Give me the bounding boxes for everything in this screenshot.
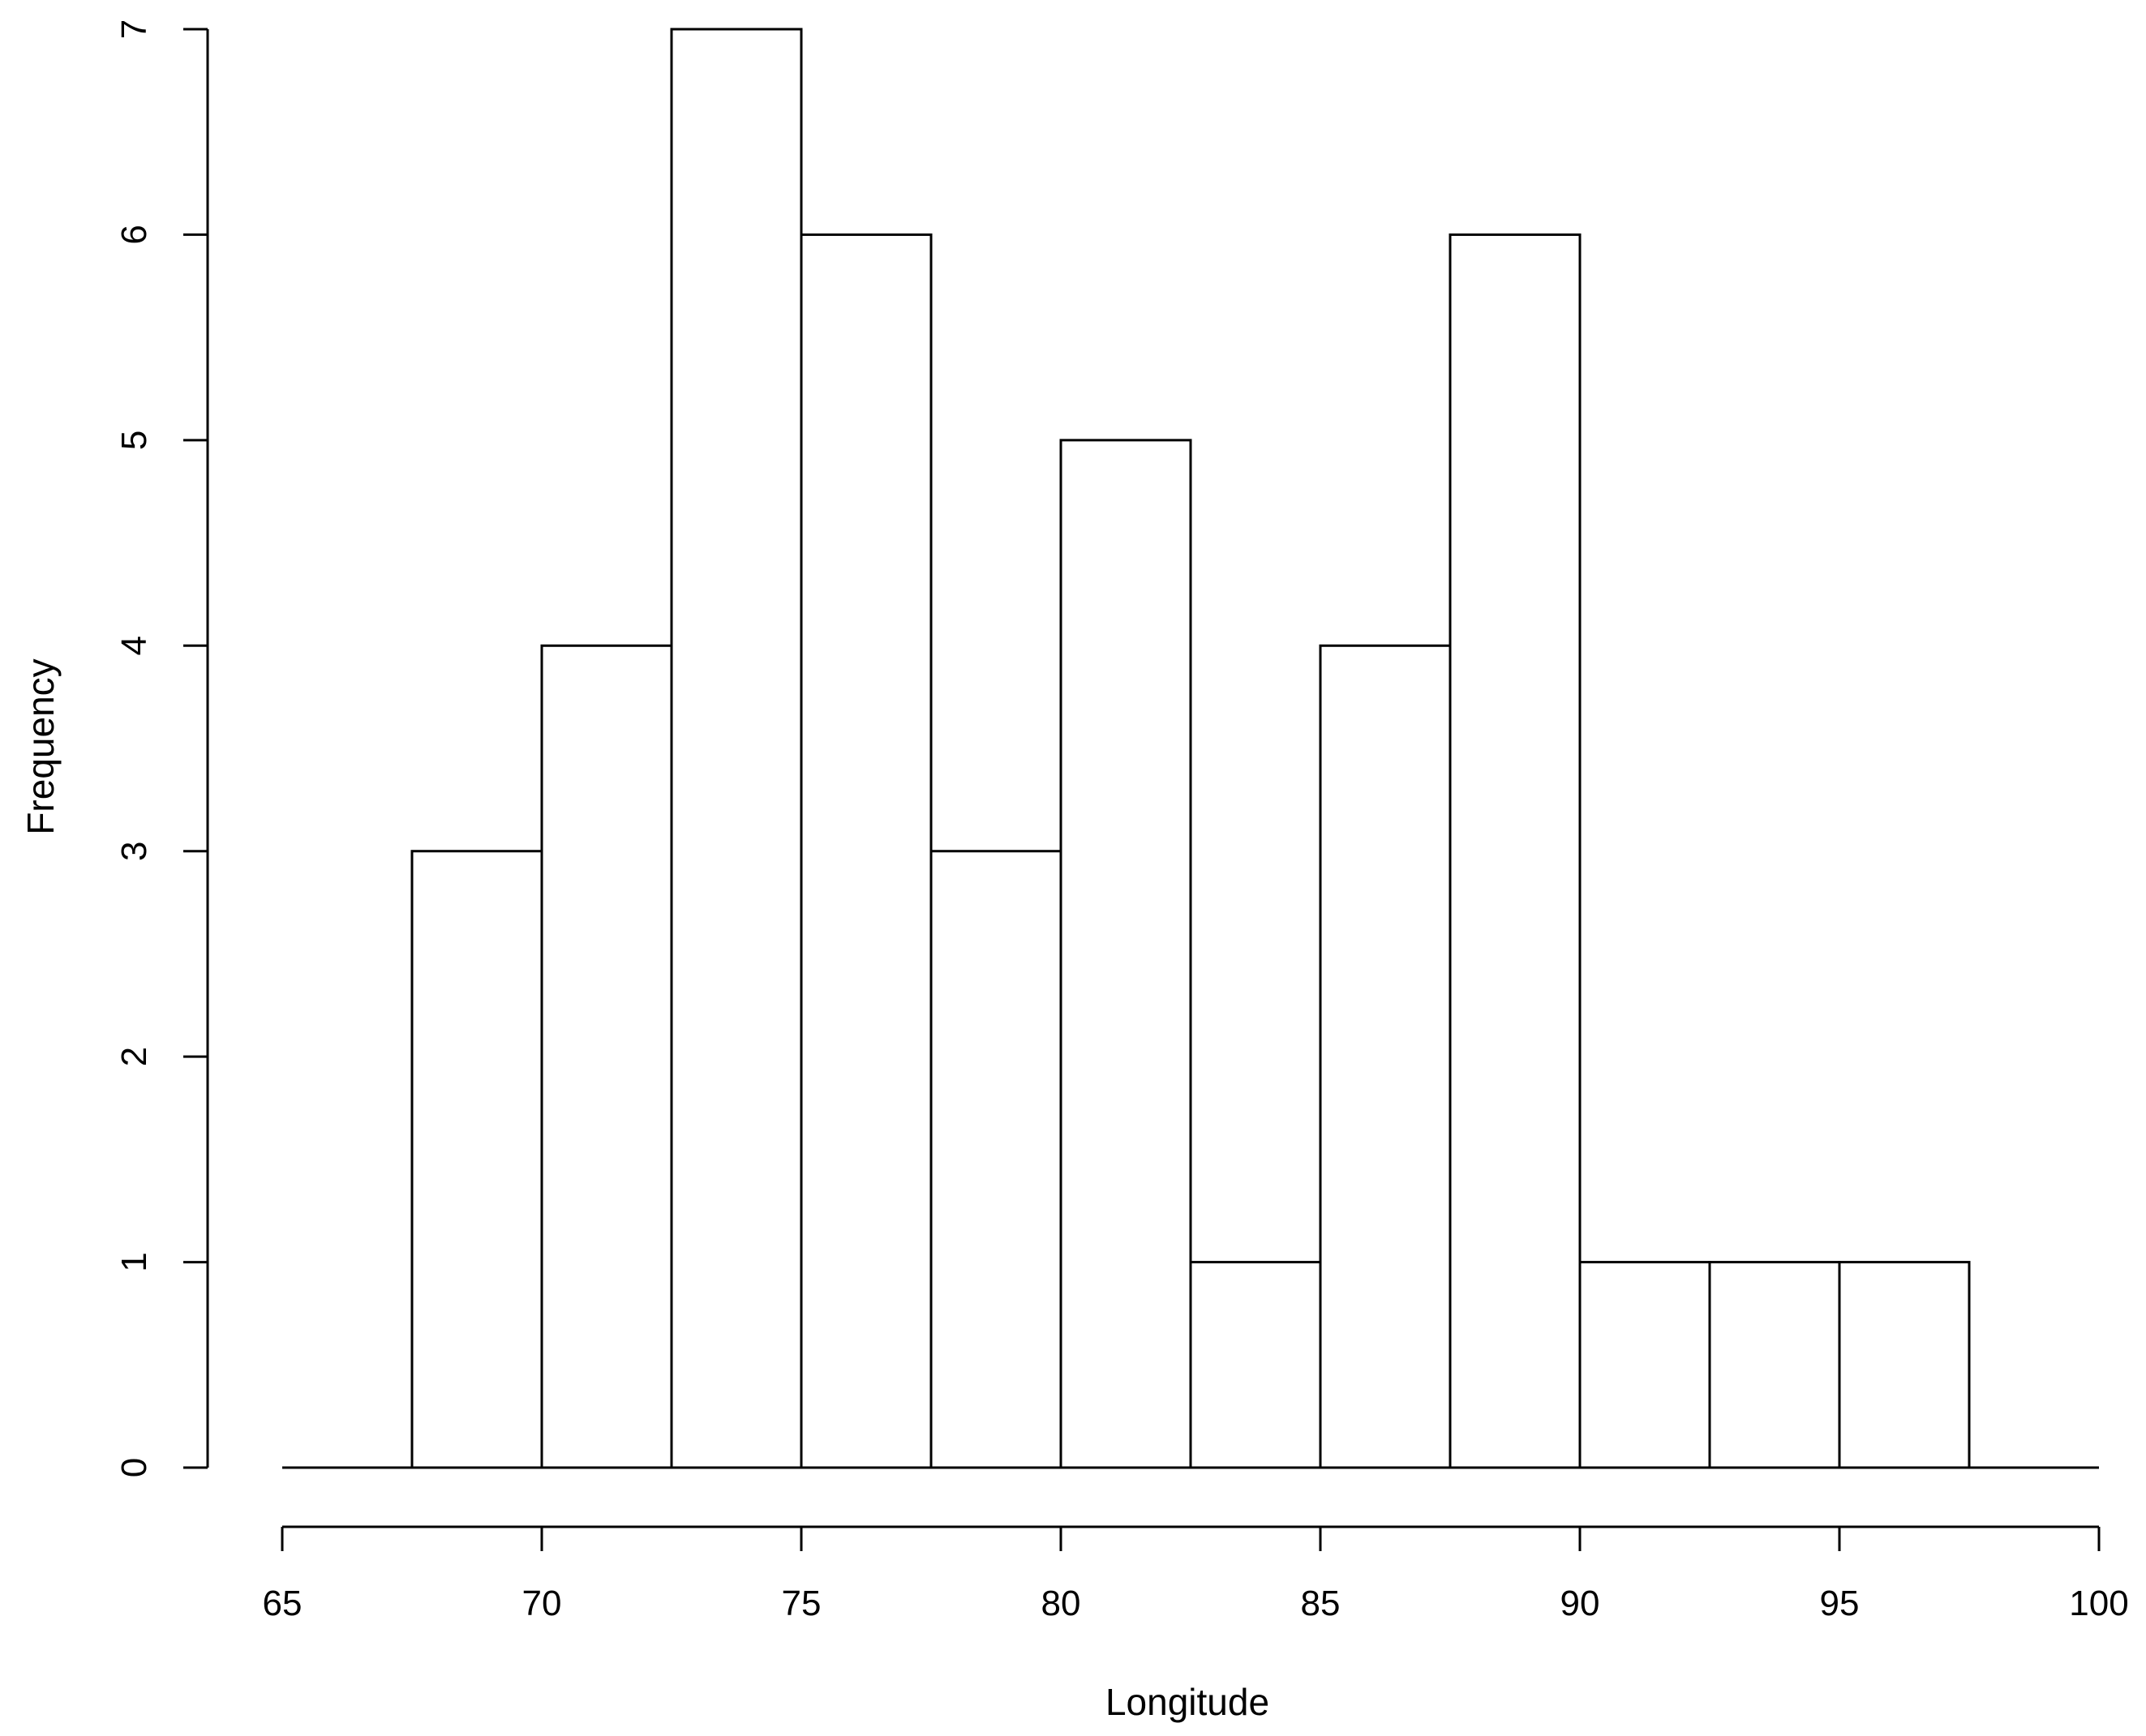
histogram-bar <box>929 850 1062 1469</box>
histogram-bar <box>540 644 673 1469</box>
histogram-bar <box>410 850 543 1469</box>
y-tick-label: 6 <box>114 225 154 244</box>
x-axis-title: Longitude <box>1105 1681 1269 1723</box>
y-tick-label: 4 <box>114 636 154 655</box>
y-tick-label: 3 <box>114 841 154 860</box>
histogram-bar <box>1319 644 1452 1469</box>
y-tick-label: 0 <box>114 1458 154 1477</box>
x-tick-label: 65 <box>263 1584 303 1623</box>
histogram-bar <box>1189 1261 1322 1469</box>
histogram-bar <box>1578 1261 1711 1469</box>
histogram-bar <box>670 28 803 1469</box>
x-tick-label: 75 <box>782 1584 822 1623</box>
y-tick-label: 1 <box>114 1252 154 1271</box>
x-tick-label: 85 <box>1301 1584 1341 1623</box>
y-axis-ticks: 0 1 2 3 4 5 6 7 <box>114 19 208 1477</box>
x-tick-label: 80 <box>1041 1584 1081 1623</box>
y-axis: 0 1 2 3 4 5 6 7 <box>114 19 209 1477</box>
histogram-bar <box>800 233 933 1469</box>
x-tick-label: 70 <box>522 1584 562 1623</box>
histogram-bar <box>1449 233 1582 1469</box>
y-tick-label: 7 <box>114 19 154 39</box>
y-tick-label: 2 <box>114 1047 154 1066</box>
x-tick-label: 100 <box>2069 1584 2128 1623</box>
x-axis-ticks: 65 70 75 80 85 90 95 100 <box>263 1527 2129 1623</box>
histogram-bar <box>1838 1261 1971 1469</box>
x-tick-label: 90 <box>1560 1584 1600 1623</box>
histogram-bar <box>1708 1261 1841 1469</box>
y-tick-label: 5 <box>114 431 154 450</box>
x-tick-label: 95 <box>1820 1584 1860 1623</box>
x-axis: 65 70 75 80 85 90 95 100 <box>263 1525 2129 1623</box>
histogram-bar <box>1059 439 1192 1469</box>
histogram-bars <box>282 28 2099 1469</box>
y-axis-title: Frequency <box>19 658 62 834</box>
